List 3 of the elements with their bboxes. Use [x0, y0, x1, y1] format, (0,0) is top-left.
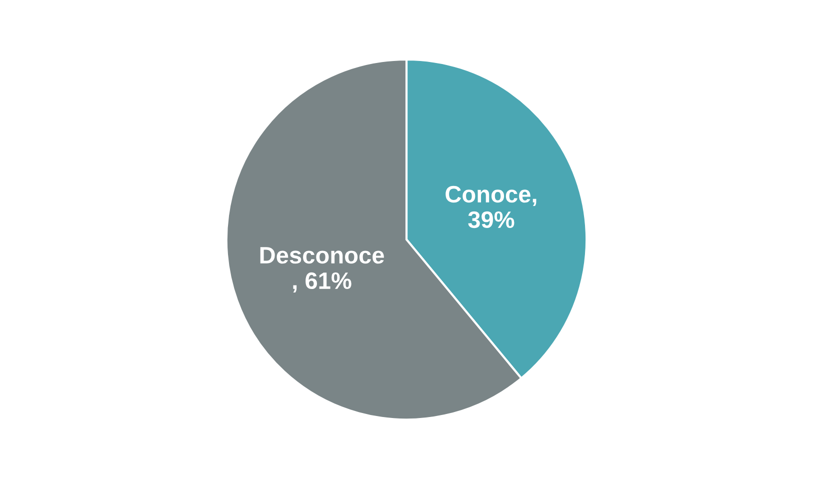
slice-label: Desconoce: [260, 247, 384, 264]
slice-label: Conoce, 39%: [446, 186, 536, 228]
data-label: , 61%: [293, 272, 352, 292]
